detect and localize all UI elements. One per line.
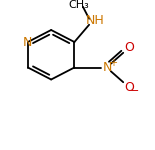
Text: −: −: [130, 86, 140, 96]
Text: +: +: [109, 58, 117, 68]
Text: CH₃: CH₃: [68, 0, 89, 9]
Text: N: N: [103, 61, 112, 74]
Text: NH: NH: [86, 14, 105, 27]
Text: N: N: [22, 36, 32, 48]
Text: O: O: [124, 41, 134, 54]
Text: O: O: [124, 81, 134, 94]
